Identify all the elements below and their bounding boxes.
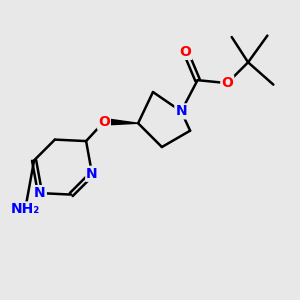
Text: N: N (86, 167, 98, 181)
Text: N: N (34, 186, 46, 200)
Text: NH₂: NH₂ (11, 202, 40, 216)
Text: O: O (180, 45, 192, 59)
Text: O: O (98, 115, 110, 129)
Text: O: O (221, 76, 233, 90)
Polygon shape (104, 118, 138, 125)
Text: N: N (176, 104, 187, 118)
